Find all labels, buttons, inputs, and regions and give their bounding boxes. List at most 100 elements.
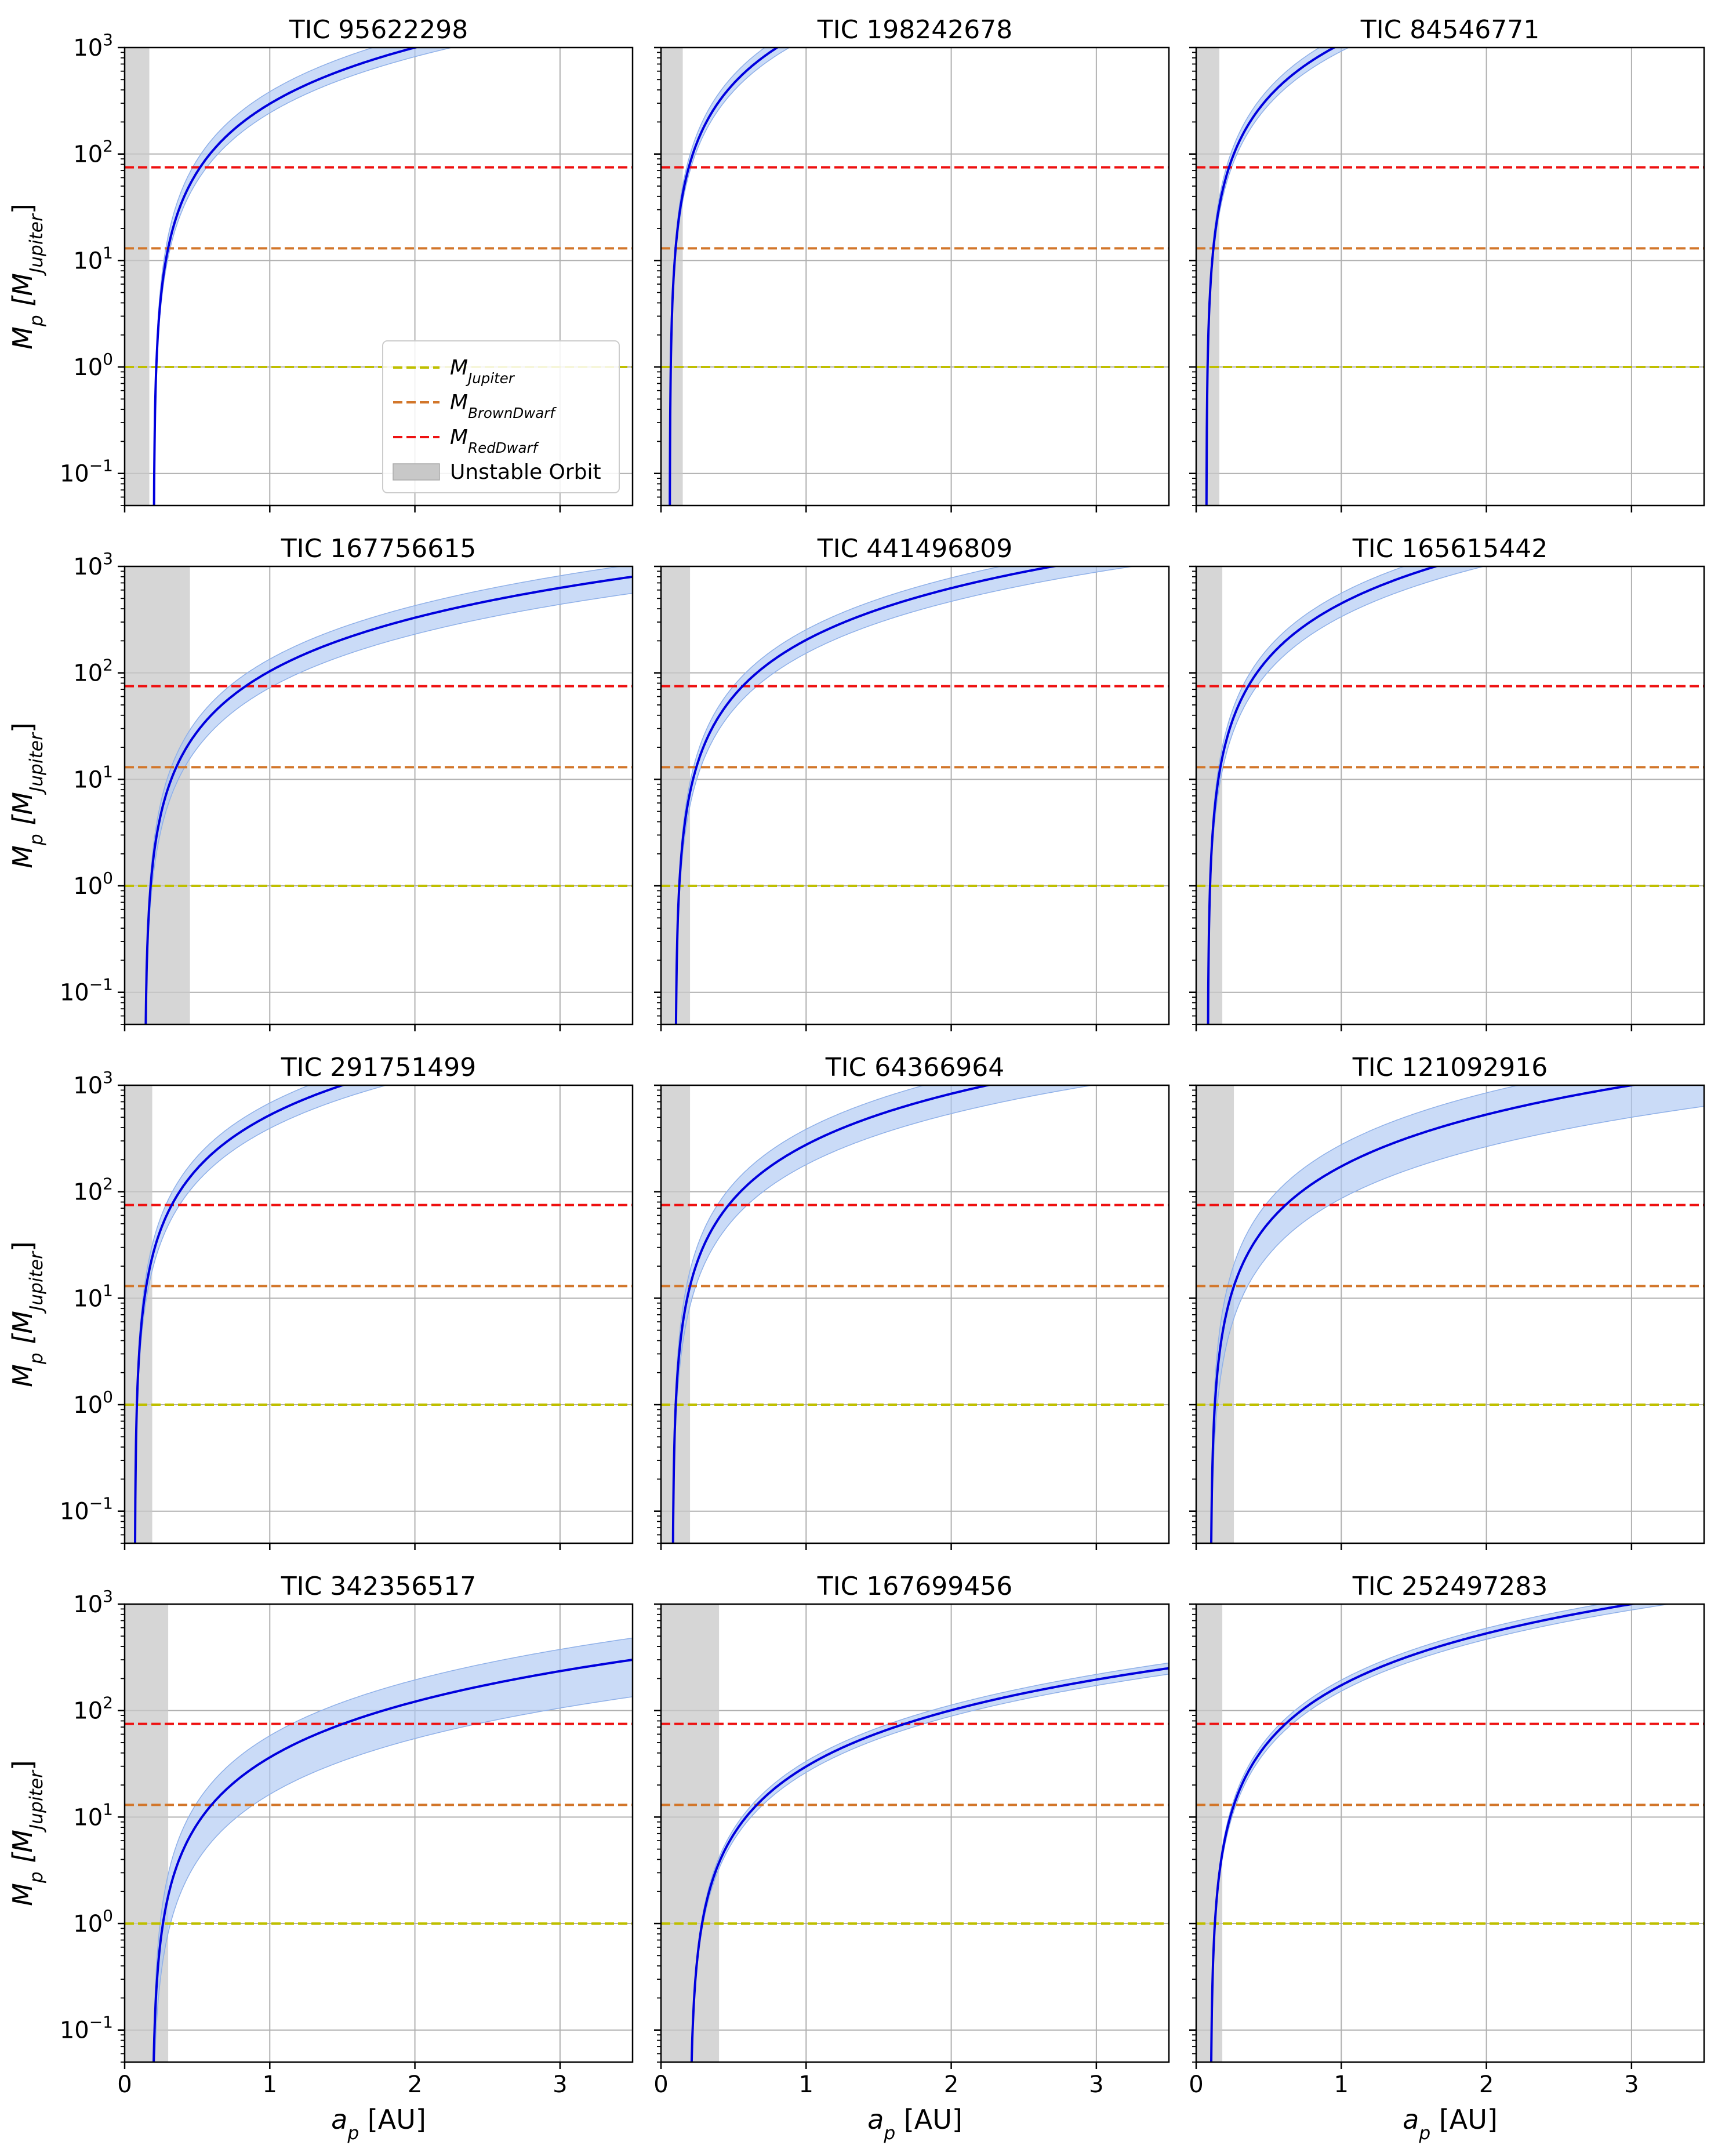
legend-unstable-label: Unstable Orbit [450, 460, 601, 484]
panel-9: TIC 121092916 [1189, 1053, 1705, 1550]
y-tick-label: 101 [73, 243, 113, 274]
unstable-orbit-region [1196, 1604, 1223, 2062]
y-tick-label: 10−1 [60, 975, 113, 1006]
legend-unstable-swatch [393, 463, 440, 481]
plot-area [661, 566, 1169, 1024]
panel-title: TIC 84546771 [1360, 15, 1540, 45]
uncertainty-band [135, 1085, 388, 1543]
mass-curve [690, 1667, 1169, 2062]
x-tick-label: 1 [799, 2071, 813, 2098]
plot-area [1196, 48, 1704, 506]
plot-area [661, 1604, 1169, 2062]
panel-title: TIC 291751499 [281, 1053, 477, 1082]
legend-jupiter-label: MJupiter [450, 356, 515, 387]
y-tick-label: 103 [73, 30, 113, 61]
x-tick-label: 0 [1189, 2071, 1203, 2098]
mass-curve [1210, 1604, 1639, 2062]
mass-curve [1205, 48, 1336, 506]
unstable-orbit-region [125, 1085, 152, 1543]
plot-area [125, 1085, 633, 1543]
plot-area [1196, 1604, 1704, 2062]
y-tick-label: 100 [73, 1387, 113, 1419]
uncertainty-band [675, 566, 1136, 1024]
y-tick-label: 101 [73, 1799, 113, 1831]
panel-title: TIC 95622298 [289, 15, 468, 45]
unstable-orbit-region [125, 566, 190, 1024]
y-tick-label: 103 [73, 1068, 113, 1099]
panel-title: TIC 252497283 [1352, 1572, 1548, 1601]
y-tick-label: 102 [73, 1693, 113, 1725]
x-tick-label: 3 [1089, 2071, 1103, 2098]
unstable-orbit-region [125, 48, 150, 506]
y-tick-label: 100 [73, 1906, 113, 1937]
x-tick-label: 1 [263, 2071, 277, 2098]
legend-box [382, 340, 620, 493]
x-tick-label: 1 [1334, 2071, 1349, 2098]
uncertainty-band [1207, 566, 1485, 1024]
mass-curve [669, 48, 779, 506]
uncertainty-band [152, 1637, 633, 2062]
panel-title: TIC 167756615 [281, 534, 477, 563]
y-axis-label: Mp [MJupiter] [7, 1241, 47, 1387]
y-tick-label: 100 [73, 868, 113, 900]
x-axis-label: ap [AU] [1403, 2104, 1498, 2144]
x-tick-label: 0 [117, 2071, 132, 2098]
mass-curve [1210, 1085, 1639, 1543]
y-tick-label: 10−1 [60, 2013, 113, 2044]
y-tick-label: 101 [73, 762, 113, 793]
plot-area [661, 1085, 1169, 1543]
panel-5: TIC 441496809 [654, 534, 1170, 1031]
y-tick-label: 102 [73, 137, 113, 168]
panel-6: TIC 165615442 [1189, 534, 1705, 1031]
x-tick-label: 2 [1479, 2071, 1494, 2098]
y-tick-label: 103 [73, 549, 113, 580]
uncertainty-band [145, 566, 633, 1024]
y-tick-label: 102 [73, 1175, 113, 1206]
y-tick-label: 102 [73, 656, 113, 687]
panel-title: TIC 165615442 [1352, 534, 1548, 563]
x-tick-label: 2 [408, 2071, 422, 2098]
panel-title: TIC 167699456 [817, 1572, 1013, 1601]
y-axis-label: Mp [MJupiter] [7, 722, 47, 868]
mass-curve [674, 566, 1059, 1024]
y-tick-label: 103 [73, 1587, 113, 1618]
unstable-orbit-region [661, 48, 683, 506]
panel-3: TIC 84546771 [1189, 15, 1705, 512]
panel-title: TIC 121092916 [1352, 1053, 1548, 1082]
legend-red-dwarf-label: MRedDwarf [450, 426, 540, 456]
mass-curve [152, 48, 420, 506]
plot-area [125, 566, 633, 1024]
plot-area [125, 1604, 633, 2062]
x-axis-label: ap [AU] [331, 2104, 426, 2144]
mass-curve [144, 575, 633, 1024]
y-tick-label: 100 [73, 350, 113, 381]
panel-title: TIC 64366964 [825, 1053, 1005, 1082]
panel-title: TIC 198242678 [817, 15, 1013, 45]
y-tick-label: 10−1 [60, 1494, 113, 1525]
unstable-orbit-region [661, 1604, 720, 2062]
uncertainty-band [1206, 48, 1350, 506]
panel-1: 10−1 100 101 102 103 TIC 95622298 Mp [MJupiter… [7, 15, 634, 512]
legend-brown-dwarf-label: MBrownDwarf [450, 391, 557, 421]
y-tick-label: 101 [73, 1281, 113, 1312]
panel-12: 0 1 2 3 TIC 252497283 ap [AU] [1189, 1572, 1705, 2144]
unstable-orbit-region [661, 566, 691, 1024]
uncertainty-band [669, 48, 790, 506]
plot-area [125, 48, 633, 506]
mass-curve [671, 1085, 993, 1543]
plot-area [1196, 1085, 1704, 1543]
mass-curve [134, 1085, 346, 1543]
y-axis-label: Mp [MJupiter] [7, 1760, 47, 1906]
x-tick-label: 3 [1624, 2071, 1639, 2098]
x-tick-label: 2 [944, 2071, 958, 2098]
panel-11: 0 1 2 3 TIC 167699456 ap [AU] [653, 1572, 1170, 2144]
uncertainty-band [672, 1085, 1095, 1543]
unstable-orbit-region [125, 1604, 169, 2062]
plot-area [661, 48, 1169, 506]
uncertainty-band [1211, 1604, 1672, 2062]
panel-title: TIC 342356517 [281, 1572, 477, 1601]
uncertainty-band [1211, 1085, 1704, 1543]
panel-7: 10−1 100 101 102 103 TIC 291751499 Mp [MJupite… [7, 1053, 634, 1550]
